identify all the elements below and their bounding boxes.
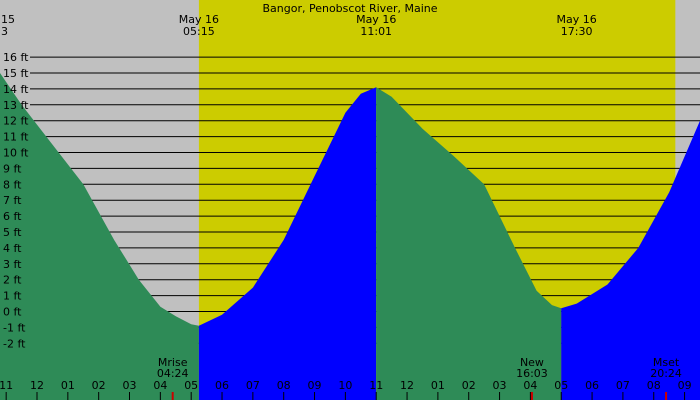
y-tick-label: 1 ft (3, 290, 22, 303)
top-time-label: 11:01 (360, 25, 392, 38)
x-tick-label: 04 (523, 379, 537, 392)
y-tick-label: 8 ft (3, 178, 22, 191)
x-tick-label: 08 (647, 379, 661, 392)
moon-event-name: Mrise (158, 356, 188, 369)
x-tick-label: 03 (123, 379, 137, 392)
y-tick-label: -1 ft (3, 321, 26, 334)
x-tick-label: 08 (277, 379, 291, 392)
x-axis-labels: 11 12 01 02 03 04 05 06 07 08 09 10 11 12 01 02 03 04 05 06… (0, 379, 692, 400)
x-tick-label: 02 (92, 379, 106, 392)
x-tick-label: 06 (585, 379, 599, 392)
top-left-date-partial: 15 (1, 13, 15, 26)
moon-event-name: Mset (653, 356, 680, 369)
tide-area-rising-2 (198, 87, 377, 400)
y-tick-label: 9 ft (3, 162, 22, 175)
y-tick-label: 3 ft (3, 258, 22, 271)
x-tick-label: 05 (184, 379, 198, 392)
x-tick-label: 05 (554, 379, 568, 392)
y-tick-label: 2 ft (3, 274, 22, 287)
x-tick-label: 01 (61, 379, 75, 392)
y-tick-label: 11 ft (3, 131, 29, 144)
x-tick-label: 07 (246, 379, 260, 392)
y-tick-label: 16 ft (3, 51, 29, 64)
y-tick-label: 15 ft (3, 67, 29, 80)
x-tick-label: 12 (30, 379, 44, 392)
y-tick-label: 7 ft (3, 194, 22, 207)
top-date-label: May 16 (557, 13, 597, 26)
x-tick-label: 01 (431, 379, 445, 392)
top-left-time-partial: 3 (1, 25, 8, 38)
tide-areas (0, 73, 700, 400)
y-tick-label: -2 ft (3, 337, 26, 350)
y-tick-label: 0 ft (3, 306, 22, 319)
x-tick-label: 11 (369, 379, 383, 392)
y-tick-label: 5 ft (3, 226, 22, 239)
x-tick-label: 04 (153, 379, 167, 392)
x-tick-label: 09 (308, 379, 322, 392)
x-tick-label: 09 (678, 379, 692, 392)
moon-event-time: 16:03 (516, 367, 548, 380)
top-time-label: 17:30 (561, 25, 593, 38)
tide-area-rising-4 (561, 120, 700, 400)
x-tick-label: 06 (215, 379, 229, 392)
tide-area-falling-1 (0, 73, 199, 400)
x-tick-label: 02 (462, 379, 476, 392)
y-axis-labels: -2 ft -1 ft 0 ft 1 ft 2 ft 3 ft 4 ft 5 ft 6 ft 7 … (3, 51, 29, 350)
top-time-label: 05:15 (183, 25, 215, 38)
x-tick-label: 07 (616, 379, 630, 392)
top-date-label: May 16 (356, 13, 396, 26)
y-tick-label: 10 ft (3, 147, 29, 160)
chart-title: Bangor, Penobscot River, Maine (262, 2, 437, 15)
x-tick-label: 10 (338, 379, 352, 392)
y-tick-label: 6 ft (3, 210, 22, 223)
x-tick-label: 12 (400, 379, 414, 392)
moon-event-name: New (520, 356, 544, 369)
x-tick-label: 11 (0, 379, 13, 392)
y-tick-label: 14 ft (3, 83, 29, 96)
top-date-label: May 16 (179, 13, 219, 26)
moon-event-time: 20:24 (650, 367, 682, 380)
moon-event-time: 04:24 (157, 367, 189, 380)
tide-area-falling-3 (376, 87, 562, 400)
y-tick-label: 13 ft (3, 99, 29, 112)
x-tick-label: 03 (493, 379, 507, 392)
y-tick-label: 12 ft (3, 115, 29, 128)
y-tick-label: 4 ft (3, 242, 22, 255)
